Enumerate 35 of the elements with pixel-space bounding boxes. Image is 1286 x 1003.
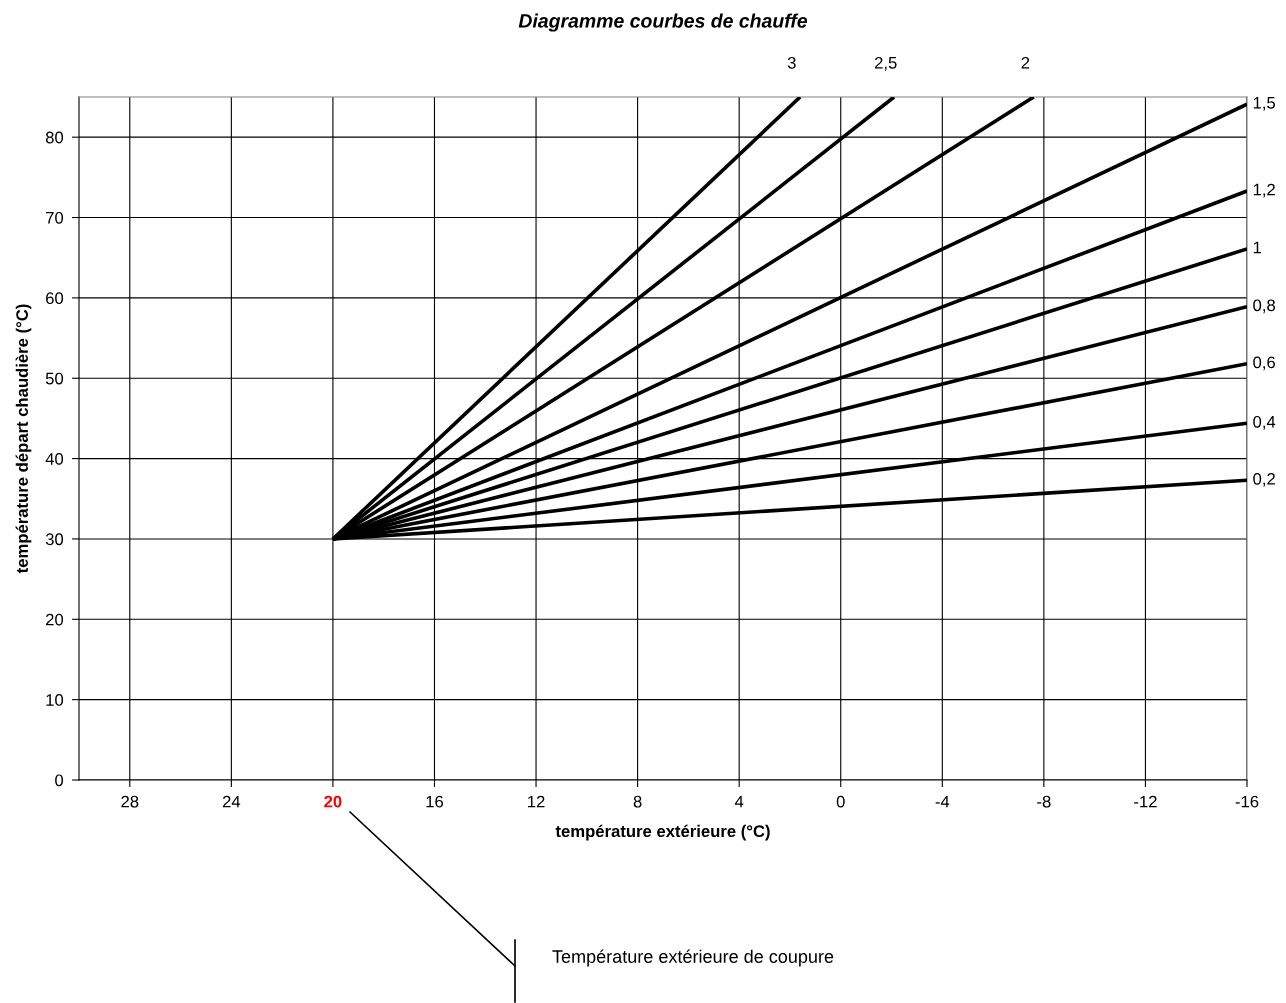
x-tick-label: 24 [222,795,241,808]
series-label: 1,5 [1253,97,1276,111]
x-tick-label: -16 [1235,795,1259,808]
series-label: 1 [1253,241,1262,254]
y-tick-label: 70 [46,211,64,224]
y-tick-label: 80 [45,131,64,144]
x-tick-label: 20 [324,795,342,808]
y-axis-title: température départ chaudière (°C) [15,304,32,574]
x-tick-label: 0 [836,795,845,808]
y-tick-label: 60 [46,292,64,305]
x-axis-title: température extérieure (°C) [555,824,770,841]
series-label: 0,8 [1253,299,1275,314]
series-label: 0,2 [1253,472,1275,487]
y-tick-label: 10 [46,694,64,706]
x-tick-label: -12 [1134,795,1157,808]
chart-title: Diagramme courbes de chauffe [518,13,808,32]
x-tick-label: -8 [1037,795,1051,808]
x-tick-label: 12 [528,795,545,808]
y-tick-label: 0 [55,774,64,787]
x-tick-label: 28 [121,795,139,808]
y-tick-label: 20 [46,613,64,626]
series-label: 1,2 [1253,183,1275,198]
y-tick-label: 50 [45,372,64,385]
series-label: 0,6 [1253,356,1275,371]
y-tick-label: 30 [45,533,64,546]
text: Température extérieure de coupure [552,949,834,967]
series-label: 3 [787,56,796,69]
x-tick-label: -4 [935,795,950,808]
series-label: 2 [1021,56,1030,69]
x-tick-label: 16 [426,795,444,808]
series-label: 0,4 [1253,415,1276,430]
series-label: 2,5 [874,56,897,71]
x-tick-label: 8 [633,795,642,808]
x-tick-label: 4 [734,795,744,808]
y-tick-label: 40 [45,452,64,465]
